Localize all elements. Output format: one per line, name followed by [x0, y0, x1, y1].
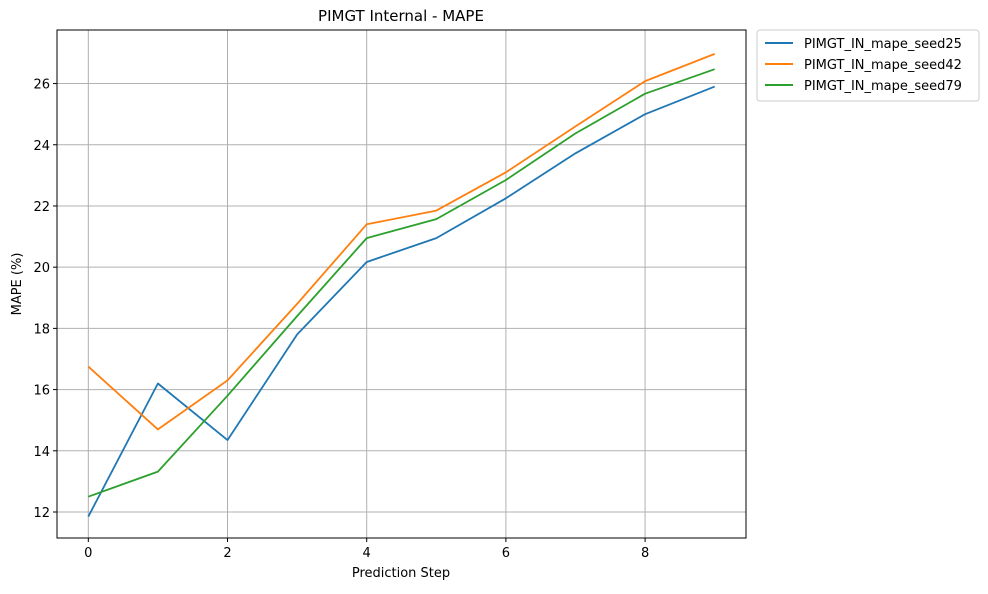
- legend-label: PIMGT_IN_mape_seed25: [804, 37, 962, 52]
- legend-label: PIMGT_IN_mape_seed42: [804, 58, 962, 73]
- series-line-3: [87, 68, 715, 498]
- y-tick-label: 12: [33, 506, 50, 521]
- x-tick-label: 4: [363, 546, 371, 561]
- x-tick-label: 0: [84, 546, 92, 561]
- y-tick-label: 16: [33, 384, 50, 399]
- series-line-2: [87, 53, 716, 431]
- y-tick-label: 24: [33, 139, 50, 154]
- series-line-1: [87, 85, 716, 518]
- y-axis-label: MAPE (%): [10, 253, 25, 316]
- y-tick-label: 18: [33, 322, 50, 337]
- y-axis-ticks: 12 14 16 18 20 22 24 26: [33, 78, 57, 521]
- x-tick-label: 2: [223, 546, 231, 561]
- y-tick-label: 26: [33, 78, 50, 93]
- plot-frame: [56, 29, 747, 539]
- grid: [57, 30, 746, 538]
- y-tick-label: 14: [33, 445, 50, 460]
- y-tick-label: 20: [33, 261, 50, 276]
- chart-title: PIMGT Internal - MAPE: [318, 7, 484, 25]
- legend-label: PIMGT_IN_mape_seed79: [804, 79, 962, 94]
- y-tick-label: 22: [33, 200, 50, 215]
- x-axis-ticks: 0 2 4 6 8: [84, 538, 649, 561]
- series-lines: [87, 53, 716, 518]
- legend: PIMGT_IN_mape_seed25 PIMGT_IN_mape_seed42…: [756, 29, 980, 102]
- x-tick-label: 8: [641, 546, 649, 561]
- legend-box: [756, 29, 980, 102]
- x-tick-label: 6: [502, 546, 510, 561]
- x-axis-label: Prediction Step: [352, 566, 450, 581]
